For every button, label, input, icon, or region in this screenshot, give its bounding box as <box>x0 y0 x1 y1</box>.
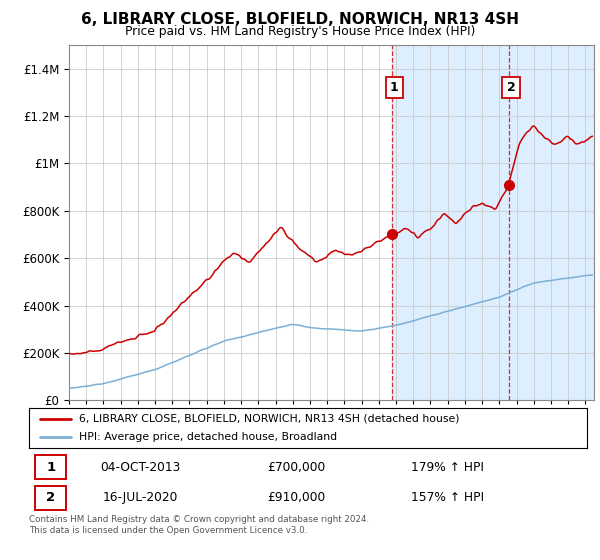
Text: Price paid vs. HM Land Registry's House Price Index (HPI): Price paid vs. HM Land Registry's House … <box>125 25 475 38</box>
Bar <box>392 45 509 400</box>
FancyBboxPatch shape <box>35 455 66 479</box>
Text: 2: 2 <box>507 81 515 94</box>
Text: 157% ↑ HPI: 157% ↑ HPI <box>411 491 484 505</box>
Bar <box>509 45 594 400</box>
Text: Contains HM Land Registry data © Crown copyright and database right 2024.
This d: Contains HM Land Registry data © Crown c… <box>29 515 369 535</box>
Text: 1: 1 <box>390 81 399 94</box>
Text: 2: 2 <box>46 491 55 505</box>
Text: 179% ↑ HPI: 179% ↑ HPI <box>411 460 484 474</box>
Text: 6, LIBRARY CLOSE, BLOFIELD, NORWICH, NR13 4SH: 6, LIBRARY CLOSE, BLOFIELD, NORWICH, NR1… <box>81 12 519 27</box>
Text: 6, LIBRARY CLOSE, BLOFIELD, NORWICH, NR13 4SH (detached house): 6, LIBRARY CLOSE, BLOFIELD, NORWICH, NR1… <box>79 414 460 423</box>
Text: 16-JUL-2020: 16-JUL-2020 <box>103 491 178 505</box>
Text: HPI: Average price, detached house, Broadland: HPI: Average price, detached house, Broa… <box>79 432 337 442</box>
Text: £700,000: £700,000 <box>268 460 326 474</box>
Text: £910,000: £910,000 <box>268 491 326 505</box>
Text: 1: 1 <box>46 460 55 474</box>
Text: 04-OCT-2013: 04-OCT-2013 <box>100 460 181 474</box>
FancyBboxPatch shape <box>35 486 66 510</box>
